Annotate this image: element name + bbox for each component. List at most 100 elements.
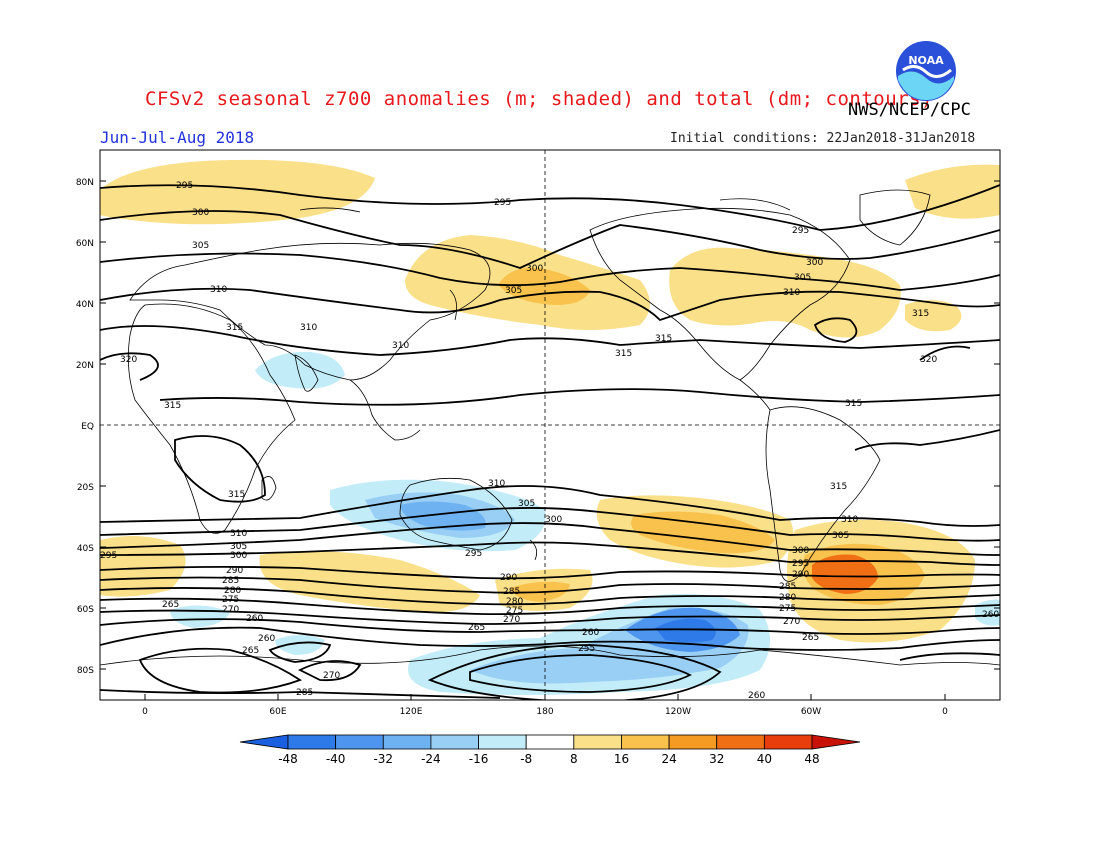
- contour-285-ant: [100, 689, 501, 699]
- colorbar-box: [287, 734, 337, 750]
- anomaly-arctic-west: [905, 164, 1000, 219]
- svg-text:280: 280: [506, 597, 523, 607]
- greenland-coast: [859, 189, 931, 246]
- contour-315-nh: [100, 325, 1000, 356]
- lon-label: 180: [536, 707, 553, 717]
- contour-265-sh: [100, 618, 1000, 635]
- svg-text:310: 310: [230, 529, 247, 539]
- contour-285-sh: [100, 576, 1000, 594]
- svg-text:280: 280: [224, 586, 241, 596]
- svg-text:260: 260: [982, 610, 999, 620]
- central-america: [739, 379, 771, 411]
- anomaly-east-ant: [275, 635, 325, 655]
- svg-text:270: 270: [222, 605, 239, 615]
- contour-265-ant-east: [899, 652, 1000, 661]
- svg-text:275: 275: [222, 595, 239, 605]
- lat-label: 40N: [76, 300, 94, 310]
- anomaly-arctic-east: [100, 159, 375, 225]
- colorbar-box: [382, 734, 432, 750]
- svg-text:310: 310: [392, 341, 409, 351]
- svg-text:285: 285: [503, 587, 520, 597]
- lon-label: 0: [142, 707, 148, 717]
- svg-text:260: 260: [748, 691, 765, 701]
- japan-coast: [449, 289, 458, 321]
- anomaly-india: [255, 351, 345, 389]
- colorbar-box: [573, 734, 622, 750]
- colorbar-tick-label: -32: [373, 752, 393, 766]
- svg-text:305: 305: [832, 531, 849, 541]
- samerica-coast: [765, 406, 881, 582]
- coastlines: [100, 189, 1000, 666]
- contour-305-sh: [100, 507, 1000, 542]
- contour-310-nh: [100, 287, 1000, 322]
- australia-coast: [399, 477, 513, 551]
- svg-text:265: 265: [468, 623, 485, 633]
- anomaly-sio-west: [100, 536, 186, 597]
- contour-260-ant2: [268, 641, 332, 663]
- africa-coast: [127, 303, 296, 534]
- lon-label: 60E: [269, 707, 286, 717]
- lon-label: 120E: [400, 707, 423, 717]
- svg-text:315: 315: [655, 334, 672, 344]
- reference-lines: [100, 150, 1000, 700]
- svg-text:260: 260: [258, 634, 275, 644]
- lat-label: 40S: [77, 544, 94, 554]
- colorbar-box: [621, 734, 670, 750]
- svg-text:285: 285: [296, 688, 313, 698]
- anomaly-so-core2: [655, 618, 716, 643]
- svg-text:315: 315: [830, 482, 847, 492]
- season-label: Jun-Jul-Aug 2018: [100, 128, 255, 147]
- lat-label: 60S: [77, 605, 94, 615]
- svg-text:310: 310: [300, 323, 317, 333]
- svg-text:290: 290: [792, 570, 809, 580]
- svg-text:315: 315: [845, 399, 862, 409]
- svg-text:295: 295: [465, 549, 482, 559]
- svg-text:300: 300: [230, 551, 247, 561]
- lat-label: 60N: [76, 239, 94, 249]
- colorbar-box: [430, 734, 479, 750]
- svg-text:265: 265: [802, 633, 819, 643]
- contour-310-sh: [100, 485, 1000, 527]
- contour-315-natl: [813, 317, 858, 343]
- colorbar-box: [763, 734, 813, 750]
- lat-label: 20S: [77, 483, 94, 493]
- colorbar-tick-label: -24: [421, 752, 441, 766]
- contour-315-sh-sam: [854, 429, 1000, 451]
- lat-label: 80S: [77, 666, 94, 676]
- colorbar-tick-label: 24: [661, 752, 676, 766]
- lon-labels: 0 60E 120E 180 120W 60W 0: [142, 707, 948, 717]
- svg-text:NOAA: NOAA: [908, 54, 944, 67]
- svg-text:260: 260: [582, 628, 599, 638]
- madagascar-coast: [261, 476, 277, 501]
- svg-text:315: 315: [615, 349, 632, 359]
- contour-265-ant-west: [138, 647, 302, 694]
- svg-text:290: 290: [500, 573, 517, 583]
- svg-text:300: 300: [192, 208, 209, 218]
- svg-text:315: 315: [912, 309, 929, 319]
- noaa-logo: NOAA: [896, 41, 956, 101]
- colorbar-tick-label: 8: [570, 752, 578, 766]
- svg-text:295: 295: [176, 181, 193, 191]
- colorbar-tick-label: 16: [614, 752, 629, 766]
- svg-text:295: 295: [494, 198, 511, 208]
- contour-270-ant: [297, 660, 362, 682]
- svg-text:265: 265: [162, 600, 179, 610]
- contour-295-nh: [100, 184, 1000, 231]
- lon-label: 120W: [665, 707, 691, 717]
- svg-text:285: 285: [222, 576, 239, 586]
- colorbar-tick-label: -40: [326, 752, 346, 766]
- svg-text:300: 300: [526, 264, 543, 274]
- anomaly-satl-core: [812, 554, 878, 594]
- svg-text:315: 315: [228, 490, 245, 500]
- contour-300-sh: [100, 522, 1000, 556]
- colorbar-tick-label: 32: [709, 752, 724, 766]
- lon-label: 60W: [801, 707, 821, 717]
- svg-text:310: 310: [783, 288, 800, 298]
- anomaly-natl: [905, 300, 962, 332]
- contour-255-ant: [469, 654, 693, 693]
- colorbar-box: [478, 734, 527, 750]
- contour-labels: 295 295 295 300 300 300 305 305 305 310 …: [100, 181, 999, 701]
- svg-text:300: 300: [806, 258, 823, 268]
- contour-260-sh: [100, 626, 1000, 651]
- svg-text:310: 310: [210, 285, 227, 295]
